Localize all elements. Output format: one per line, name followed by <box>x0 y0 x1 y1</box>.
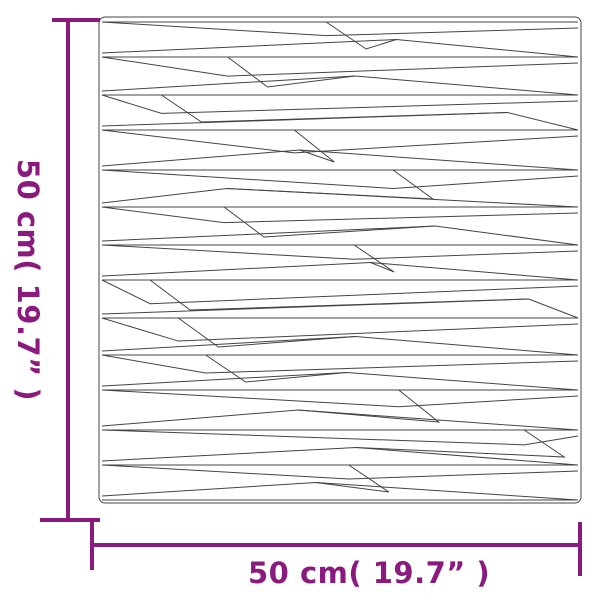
panel-line <box>298 389 441 423</box>
panel-line <box>101 21 579 37</box>
panel-line <box>101 354 579 374</box>
panel-line <box>178 317 356 348</box>
panel-line <box>226 169 435 200</box>
panel-line <box>101 464 579 480</box>
panel-line <box>101 298 579 319</box>
width-label: 50 cm( 19.7” ) <box>248 556 491 590</box>
panel-line <box>101 187 579 208</box>
panel-line <box>101 409 579 431</box>
panel-line <box>161 94 508 123</box>
panel-line <box>101 111 579 131</box>
panel-line <box>101 94 579 114</box>
wall-panel <box>98 16 582 504</box>
panel-line <box>101 429 579 446</box>
panel-line <box>149 279 529 311</box>
panel-line <box>101 446 579 466</box>
height-dimension-line <box>40 18 100 522</box>
panel-line <box>101 371 579 391</box>
panel-line <box>101 481 579 501</box>
panel-line <box>223 206 436 238</box>
panel-line <box>101 129 579 154</box>
panel-line <box>355 429 567 458</box>
panel-line <box>101 206 579 224</box>
panel-line <box>325 21 397 50</box>
panel-line <box>227 56 356 88</box>
panel-line <box>315 464 390 493</box>
panel-line <box>101 169 579 189</box>
panel-line <box>101 38 579 58</box>
panel-line <box>101 56 579 77</box>
panel-outline <box>98 16 582 504</box>
panel-line <box>101 261 579 281</box>
panel-line <box>101 389 579 408</box>
panel-line <box>101 225 579 246</box>
panel-line <box>353 244 395 273</box>
panel-line <box>294 129 335 163</box>
panel-line <box>101 317 579 342</box>
panel-line <box>205 354 347 383</box>
width-dimension-line <box>90 522 582 576</box>
panel-line <box>101 279 579 305</box>
panel-line <box>101 75 579 96</box>
panel-line <box>101 244 579 260</box>
height-label: 50 cm( 19.7” ) <box>11 158 45 402</box>
panel-line <box>101 149 579 171</box>
